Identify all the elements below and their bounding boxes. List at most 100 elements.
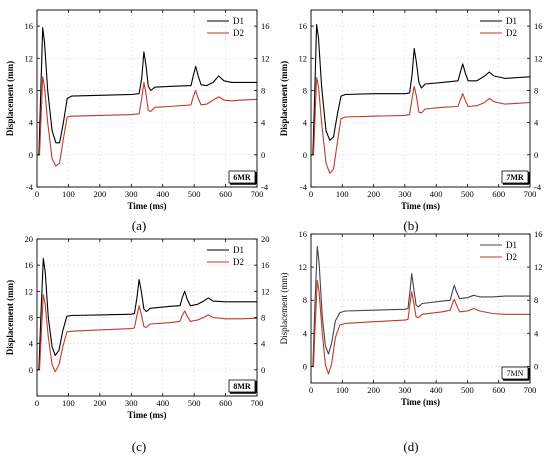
y-tick-label: -4 <box>26 182 34 192</box>
x-tick-label: 600 <box>492 385 505 395</box>
plot-frame <box>36 9 258 188</box>
y-tick-label-right: 0 <box>534 361 538 371</box>
series-line-d2 <box>37 294 258 373</box>
legend-label-d1: D1 <box>233 16 244 26</box>
x-tick-label: 300 <box>125 398 138 408</box>
x-tick-label: 500 <box>461 189 474 199</box>
y-tick-label: 16 <box>299 21 308 31</box>
y-tick-label: 12 <box>299 262 308 272</box>
legend-label-d2: D2 <box>506 28 517 38</box>
y-tick-label: 16 <box>299 229 308 239</box>
y-tick-label: 4 <box>29 339 34 349</box>
x-tick-label: 100 <box>336 189 349 199</box>
series-line-d1 <box>37 258 257 371</box>
y-tick-label: -4 <box>300 182 308 192</box>
x-tick-label: 200 <box>93 398 106 408</box>
x-tick-label: 200 <box>367 189 380 199</box>
x-tick-label: 0 <box>35 189 39 199</box>
y-axis-label: Displacement (mm) <box>279 273 289 345</box>
x-tick-label: 200 <box>93 189 106 199</box>
y-tick-label: 8 <box>303 295 307 305</box>
grid <box>311 234 530 383</box>
y-axis-label: Displacement (mm) <box>5 280 15 355</box>
y-tick-label-right: 8 <box>261 85 265 95</box>
plot-frame <box>310 233 531 384</box>
panel-c: 0 100 200 300 400 500 600 700048121620048121620… <box>5 234 270 454</box>
y-tick-label: 8 <box>303 85 307 95</box>
legend-label-d2: D2 <box>233 257 244 267</box>
y-tick-label: 0 <box>303 361 307 371</box>
y-tick-label: 20 <box>25 234 34 244</box>
x-axis-label: Time (ms) <box>401 397 440 407</box>
x-tick-label: 300 <box>125 189 138 199</box>
panel-a: 0 100 200 300 400 500 600 700-40481216-40481216… <box>5 9 270 233</box>
x-tick-label: 600 <box>219 189 232 199</box>
y-tick-label-right: 4 <box>261 118 266 128</box>
specimen-tag: 7MN <box>507 369 524 378</box>
x-tick-label: 600 <box>219 398 232 408</box>
y-tick-label-right: 0 <box>261 150 265 160</box>
y-tick-label-right: 4 <box>534 328 539 338</box>
y-tick-label: 4 <box>303 118 308 128</box>
y-tick-label-right: 8 <box>534 295 538 305</box>
y-tick-label-right: 8 <box>534 85 538 95</box>
series-line-d1 <box>311 23 531 156</box>
y-tick-label-right: 0 <box>534 150 538 160</box>
x-tick-label: 400 <box>156 189 169 199</box>
panel-label: (c) <box>132 439 146 454</box>
x-tick-label: 200 <box>367 385 380 395</box>
y-tick-label-right: 4 <box>534 118 539 128</box>
series-line-d1 <box>311 245 530 367</box>
x-tick-label: 400 <box>430 189 443 199</box>
x-tick-label: 600 <box>492 189 505 199</box>
series-line-d1 <box>37 27 257 156</box>
legend-label-d1: D1 <box>233 245 244 255</box>
x-axis-label: Time (ms) <box>401 201 440 211</box>
specimen-tag-box <box>228 170 256 184</box>
grid <box>37 10 257 187</box>
y-tick-label: 0 <box>29 365 33 375</box>
y-tick-label: 4 <box>303 328 308 338</box>
y-tick-label-right: -4 <box>534 182 542 192</box>
panel-d: 0 100 200 300 400 500 600 700 0 4 8 12 16 0 4 8 12 16 Time… <box>279 229 543 454</box>
grid <box>311 10 530 187</box>
x-tick-label: 0 <box>35 398 39 408</box>
specimen-tag-box <box>501 366 529 380</box>
y-tick-label: 12 <box>299 53 308 63</box>
x-tick-label: 700 <box>251 189 264 199</box>
y-tick-label-right: 4 <box>261 339 266 349</box>
legend-label-d1: D1 <box>506 16 517 26</box>
y-tick-label: 16 <box>25 21 34 31</box>
series-line-d2 <box>311 279 530 375</box>
series-line-d2 <box>311 77 531 174</box>
x-tick-label: 100 <box>336 385 349 395</box>
x-tick-label: 700 <box>251 398 264 408</box>
y-tick-label: 0 <box>29 150 33 160</box>
x-tick-label: 300 <box>398 385 411 395</box>
specimen-tag: 8MR <box>233 382 251 391</box>
y-tick-label-right: 16 <box>261 21 270 31</box>
x-tick-label: 300 <box>398 189 411 199</box>
y-tick-label-right: 20 <box>261 234 270 244</box>
y-axis-label: Displacement (mm) <box>5 61 15 136</box>
grid <box>37 239 257 396</box>
y-tick-label: 4 <box>29 118 34 128</box>
y-tick-label-right: 12 <box>261 286 270 296</box>
y-tick-label: 8 <box>29 313 33 323</box>
y-tick-label-right: 16 <box>534 229 543 239</box>
specimen-tag-box <box>501 170 529 184</box>
panel-label: (a) <box>132 218 146 233</box>
plot-frame <box>310 9 531 188</box>
legend-label-d1: D1 <box>506 240 517 250</box>
x-tick-label: 0 <box>309 189 313 199</box>
specimen-tag-box <box>228 379 256 393</box>
y-tick-label-right: 12 <box>534 53 543 63</box>
x-tick-label: 500 <box>188 398 201 408</box>
y-axis-label: Displacement (mm) <box>279 61 289 136</box>
specimen-tag: 7MR <box>506 173 524 182</box>
y-tick-label: 16 <box>25 260 34 270</box>
x-axis-label: Time (ms) <box>127 410 166 420</box>
